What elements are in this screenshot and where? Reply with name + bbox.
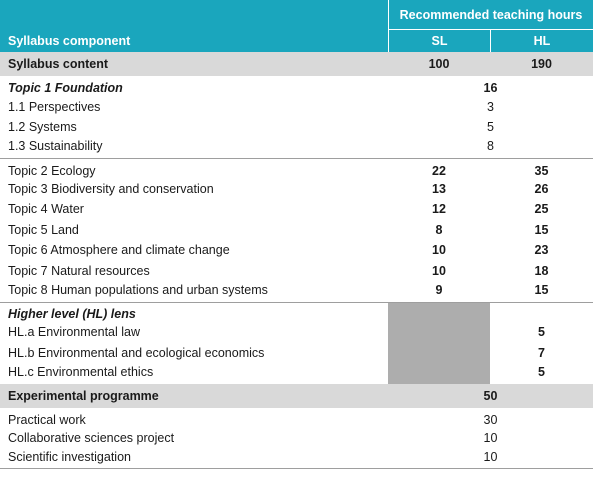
topic1-total: 16	[483, 81, 498, 96]
row-label: Topic 5 Land	[8, 222, 79, 237]
hours: 10	[388, 449, 593, 469]
table-row: HL.c Environmental ethics 5	[0, 363, 593, 384]
sl-hours: 10	[432, 263, 446, 278]
row-label: Collaborative sciences project	[8, 431, 175, 446]
table-row: Topic 2 Ecology 22 35	[0, 158, 593, 179]
row-label: Topic 4 Water	[8, 202, 84, 217]
hl-lens-title: Higher level (HL) lens	[0, 301, 388, 323]
header-syllabus-component: Syllabus component	[0, 0, 388, 52]
hours: 8	[487, 139, 494, 154]
hl-hours: 18	[534, 263, 549, 278]
hours: 30	[483, 412, 498, 427]
experimental-programme-row: Experimental programme 50	[0, 383, 593, 408]
hours: 10	[483, 431, 498, 446]
experimental-total: 50	[388, 383, 593, 408]
table-row: 1.2 Systems 5	[0, 117, 593, 138]
row-label: Topic 6 Atmosphere and climate change	[8, 243, 230, 258]
row-label: Topic 3 Biodiversity and conservation	[8, 181, 214, 196]
hours: 3	[487, 99, 494, 114]
row-label: HL.b Environmental and ecological econom…	[8, 345, 265, 360]
table-row: Scientific investigation 10	[0, 449, 593, 469]
hl-hours: 23	[534, 243, 549, 258]
table-row: Topic 4 Water 12 25	[0, 199, 593, 220]
hl-hours: 5	[538, 364, 545, 379]
hours: 5	[487, 120, 494, 135]
sl-hours: 9	[435, 282, 443, 297]
row-label: Experimental programme	[0, 383, 388, 408]
table-row: Higher level (HL) lens	[0, 301, 593, 384]
row-label: Syllabus content	[0, 52, 388, 76]
table-row: 1.1 Perspectives 3	[0, 97, 593, 118]
table-row: Topic 1 Foundation 16	[0, 76, 593, 97]
sl-hours: 8	[435, 222, 443, 237]
table-row: Collaborative sciences project 10	[0, 428, 593, 449]
row-label: Scientific investigation	[0, 449, 388, 469]
row-label: 1.1 Perspectives	[8, 99, 101, 114]
table-row: Topic 3 Biodiversity and conservation 13…	[0, 179, 593, 200]
row-label: Topic 7 Natural resources	[8, 263, 150, 278]
topic1-title: Topic 1 Foundation	[8, 81, 123, 96]
table-row: HL.a Environmental law 5	[0, 322, 593, 343]
row-label: Topic 8 Human populations and urban syst…	[8, 282, 268, 297]
sl-hours: 13	[432, 181, 446, 196]
sl-not-applicable-block	[388, 301, 490, 384]
table-row: HL.b Environmental and ecological econom…	[0, 343, 593, 364]
hl-hours: 15	[534, 222, 549, 237]
table-row: Practical work 30	[0, 408, 593, 429]
row-label: Practical work	[8, 412, 86, 427]
hl-hours: 7	[538, 345, 545, 360]
header-hl: HL	[490, 30, 593, 52]
table-row: Topic 6 Atmosphere and climate change 10…	[0, 240, 593, 261]
table-row: Topic 8 Human populations and urban syst…	[0, 281, 593, 302]
row-label: HL.a Environmental law	[8, 325, 141, 340]
hl-hours: 15	[534, 282, 549, 297]
sl-hours: 12	[432, 202, 446, 217]
hl-hours-empty	[490, 301, 593, 323]
syllabus-content-row: Syllabus content 100 190	[0, 52, 593, 76]
hl-hours: 26	[534, 181, 549, 196]
hl-hours: 190	[490, 52, 593, 76]
hl-hours: 5	[538, 325, 545, 340]
header-recommended-hours: Recommended teaching hours	[388, 0, 593, 30]
row-label: 1.3 Sustainability	[8, 139, 103, 154]
header-sl: SL	[388, 30, 490, 52]
sl-hours: 22	[388, 158, 490, 179]
row-label: 1.2 Systems	[8, 120, 77, 135]
teaching-hours-table: Syllabus component Recommended teaching …	[0, 0, 593, 469]
sl-hours: 100	[388, 52, 490, 76]
row-label: Topic 2 Ecology	[0, 158, 388, 179]
table-row: Topic 5 Land 8 15	[0, 220, 593, 241]
sl-hours: 10	[432, 243, 446, 258]
table-row: 1.3 Sustainability 8	[0, 138, 593, 159]
row-label: HL.c Environmental ethics	[8, 364, 154, 379]
hl-hours: 35	[490, 158, 593, 179]
hl-hours: 25	[534, 202, 549, 217]
table-row: Topic 7 Natural resources 10 18	[0, 261, 593, 282]
